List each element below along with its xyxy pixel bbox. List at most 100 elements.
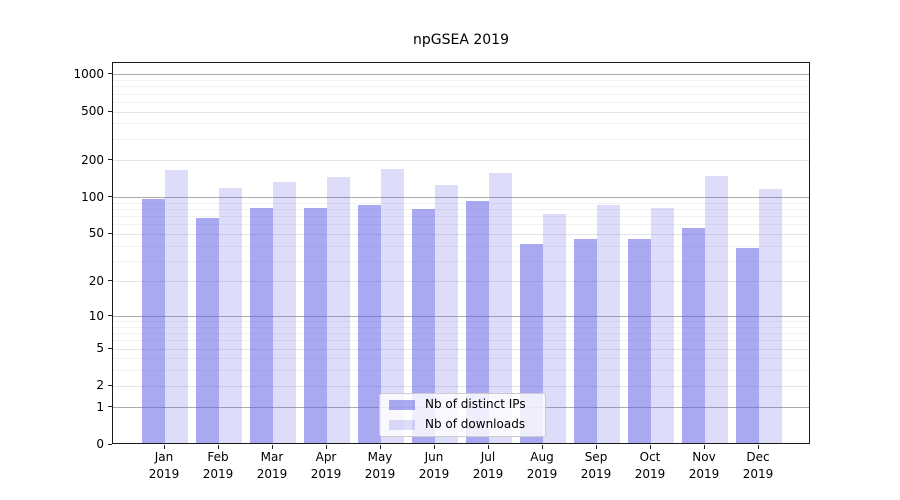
y-tick-label: 20 <box>88 273 104 288</box>
gridline <box>113 101 809 103</box>
gridline <box>113 86 809 88</box>
y-tick-label: 500 <box>81 104 104 119</box>
bar-ips-jan <box>142 198 165 443</box>
gridline <box>113 358 809 360</box>
gridline <box>113 216 809 218</box>
gridline <box>113 385 809 387</box>
x-tick <box>325 445 327 449</box>
bar-downloads-mar <box>273 182 296 443</box>
y-tick-label: 10 <box>88 308 104 323</box>
y-tick <box>108 315 112 317</box>
legend-item-downloads: Nb of downloads <box>389 417 536 433</box>
y-tick <box>108 110 112 112</box>
bar-downloads-apr <box>327 177 350 443</box>
bar-ips-dec <box>736 248 759 443</box>
gridline <box>113 111 809 113</box>
y-tick <box>108 347 112 349</box>
bar-downloads-feb <box>219 187 242 443</box>
x-tick <box>757 445 759 449</box>
bar-downloads-dec <box>759 188 782 443</box>
bar-downloads-jun <box>435 185 458 443</box>
bar-downloads-jul <box>489 172 512 443</box>
gridline <box>113 245 809 247</box>
gridline <box>113 80 809 82</box>
x-tick <box>163 445 165 449</box>
y-tick <box>108 232 112 234</box>
gridline <box>113 348 809 350</box>
bar-ips-jun <box>412 208 435 443</box>
x-tick <box>541 445 543 449</box>
y-tick <box>108 406 112 408</box>
x-tick <box>703 445 705 449</box>
gridline <box>113 333 809 335</box>
legend-label-downloads: Nb of downloads <box>425 417 526 431</box>
bar-ips-feb <box>196 217 219 443</box>
legend-label-distinct-ips: Nb of distinct IPs <box>425 397 526 412</box>
y-tick-label: 0 <box>96 437 104 451</box>
gridline <box>113 340 809 342</box>
bar-ips-nov <box>682 228 705 443</box>
bar-ips-oct <box>628 239 651 443</box>
bar-downloads-nov <box>705 176 728 443</box>
y-tick <box>108 384 112 386</box>
y-tick <box>108 443 112 445</box>
legend: Nb of distinct IPs Nb of downloads <box>379 393 546 437</box>
x-tick <box>487 445 489 449</box>
legend-swatch-ips-icon <box>389 400 415 411</box>
y-tick <box>108 159 112 161</box>
legend-item-distinct-ips: Nb of distinct IPs <box>389 397 536 413</box>
gridline <box>113 74 809 76</box>
x-tick <box>379 445 381 449</box>
x-tick <box>217 445 219 449</box>
gridline <box>113 321 809 323</box>
bar-ips-sep <box>574 239 597 443</box>
gridline <box>113 202 809 204</box>
x-tick-label: Oct 2019 <box>634 450 666 481</box>
chart-title: npGSEA 2019 <box>413 32 509 48</box>
bar-downloads-sep <box>597 205 620 443</box>
y-tick <box>108 73 112 75</box>
gridline <box>113 316 809 318</box>
bar-ips-apr <box>304 207 327 443</box>
x-tick-label: Feb 2019 <box>202 450 234 481</box>
bar-downloads-oct <box>651 208 674 443</box>
x-tick-label: Jan 2019 <box>148 450 180 481</box>
bar-downloads-may <box>381 169 404 443</box>
x-tick-label: Jun 2019 <box>418 450 450 481</box>
gridline <box>113 370 809 372</box>
gridline <box>113 160 809 162</box>
y-tick-label: 50 <box>88 226 104 241</box>
x-tick-label: Jul 2019 <box>472 450 504 481</box>
bar-ips-mar <box>250 207 273 443</box>
x-tick <box>649 445 651 449</box>
y-tick-label: 1 <box>96 399 104 414</box>
y-tick-label: 2 <box>96 378 104 393</box>
gridline <box>113 260 809 262</box>
x-tick-label: Sep 2019 <box>580 450 612 481</box>
bar-ips-jul <box>466 200 489 443</box>
x-tick-label: Nov 2019 <box>688 450 720 481</box>
gridline <box>113 209 809 211</box>
plot-area: Nb of distinct IPs Nb of downloads <box>112 62 810 444</box>
gridline <box>113 224 809 226</box>
gridline <box>113 138 809 140</box>
y-tick <box>108 280 112 282</box>
y-tick-label: 5 <box>96 341 104 356</box>
y-tick <box>108 196 112 198</box>
x-tick-label: Aug 2019 <box>526 450 558 481</box>
gridline <box>113 281 809 283</box>
x-tick-label: May 2019 <box>364 450 396 481</box>
gridline <box>113 93 809 95</box>
x-tick <box>271 445 273 449</box>
bar-ips-may <box>358 205 381 443</box>
gridline <box>113 233 809 235</box>
gridline <box>113 197 809 199</box>
x-tick <box>595 445 597 449</box>
y-tick-label: 200 <box>81 152 104 167</box>
bar-downloads-jan <box>165 169 188 443</box>
x-tick-label: Apr 2019 <box>310 450 342 481</box>
bar-downloads-aug <box>543 213 566 443</box>
x-tick-label: Mar 2019 <box>256 450 288 481</box>
x-tick <box>433 445 435 449</box>
